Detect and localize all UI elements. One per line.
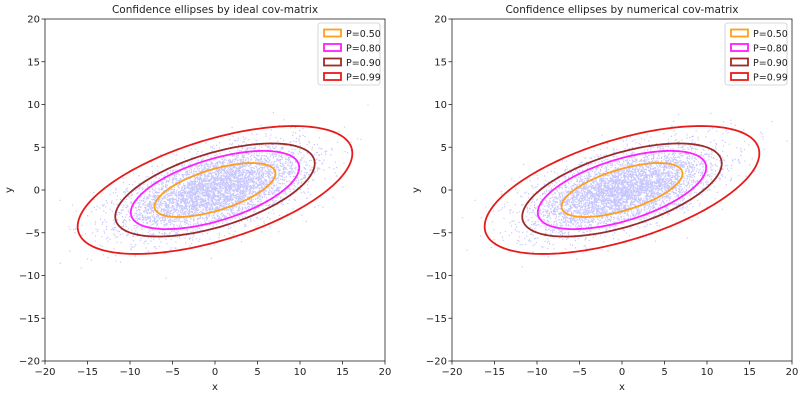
chart-title: Confidence ellipses by ideal cov-matrix [112,4,318,16]
x-tick-label: 0 [212,367,218,378]
y-tick-label: −5 [432,228,447,239]
y-tick-label: −15 [19,314,40,325]
x-tick-label: 10 [701,367,714,378]
legend-swatch [323,43,342,52]
y-tick-label: 5 [34,143,40,154]
x-tick-label: −10 [526,367,547,378]
y-tick-label: 5 [441,143,447,154]
legend-label: P=0.80 [753,44,788,55]
ellipse-p-0-90 [114,142,316,238]
x-tick-label: −5 [572,367,587,378]
y-tick-label: 15 [27,57,40,68]
legend-box [724,22,788,86]
y-tick-label: −10 [426,271,447,282]
ellipse-p-0-90 [521,142,723,238]
x-tick-label: −5 [165,367,180,378]
x-tick-label: −15 [77,367,98,378]
legend: P=0.50 P=0.80 P=0.90 P=0.99 [317,22,381,86]
y-tick-label: 0 [441,186,447,197]
legend-swatch [730,28,749,38]
chart-title: Confidence ellipses by numerical cov-mat… [505,4,738,16]
scatter-point-cloud [59,104,369,279]
y-tick-label: −10 [19,271,40,282]
legend-label: P=0.50 [346,29,381,40]
left-chart-panel: Confidence ellipses by ideal cov-matrix −… [4,4,391,393]
legend-label: P=0.99 [346,73,381,84]
ellipse-p-0-99 [76,125,354,255]
y-tick-label: 10 [27,100,40,111]
ellipse-p-0-50 [153,162,277,218]
x-tick-label: 5 [661,367,667,378]
legend-swatch [730,72,749,81]
x-tick-label: 5 [254,367,260,378]
y-axis-label: y [411,187,422,193]
legend-box [317,22,381,86]
y-tick-label: −5 [25,228,40,239]
y-tick-label: 20 [434,15,447,26]
legend-label: P=0.50 [753,29,788,40]
legend: P=0.50 P=0.80 P=0.90 P=0.99 [724,22,788,86]
x-tick-label: 0 [619,367,625,378]
y-axis-label: y [4,187,15,193]
x-tick-label: −15 [484,367,505,378]
x-axis-label: x [212,382,218,393]
legend-label: P=0.80 [346,44,381,55]
legend-swatch [323,72,342,81]
x-tick-label: 20 [786,367,799,378]
legend-swatch [323,57,342,67]
y-tick-label: 15 [434,57,447,68]
x-tick-label: −10 [119,367,140,378]
x-axis-label: x [619,382,625,393]
x-tick-label: 20 [379,367,392,378]
y-tick-label: 0 [34,186,40,197]
x-tick-label: 15 [743,367,756,378]
ellipse-p-0-50 [560,162,684,218]
legend-swatch [730,43,749,52]
right-chart-panel: Confidence ellipses by numerical cov-mat… [411,4,798,393]
x-tick-label: −20 [34,367,55,378]
scatter-points [59,104,369,279]
legend-label: P=0.99 [753,73,788,84]
y-tick-label: 10 [434,100,447,111]
x-tick-label: −20 [441,367,462,378]
legend-swatch [323,28,342,38]
ellipse-p-0-80 [129,150,301,230]
legend-label: P=0.90 [753,58,788,69]
x-tick-label: 15 [336,367,349,378]
y-tick-label: 20 [27,15,40,26]
legend-label: P=0.90 [346,58,381,69]
legend-swatch [730,57,749,67]
x-tick-label: 10 [294,367,307,378]
y-tick-label: −20 [19,357,40,368]
y-tick-label: −20 [426,357,447,368]
ellipse-p-0-99 [483,125,761,255]
ellipse-p-0-80 [536,150,708,230]
y-tick-label: −15 [426,314,447,325]
